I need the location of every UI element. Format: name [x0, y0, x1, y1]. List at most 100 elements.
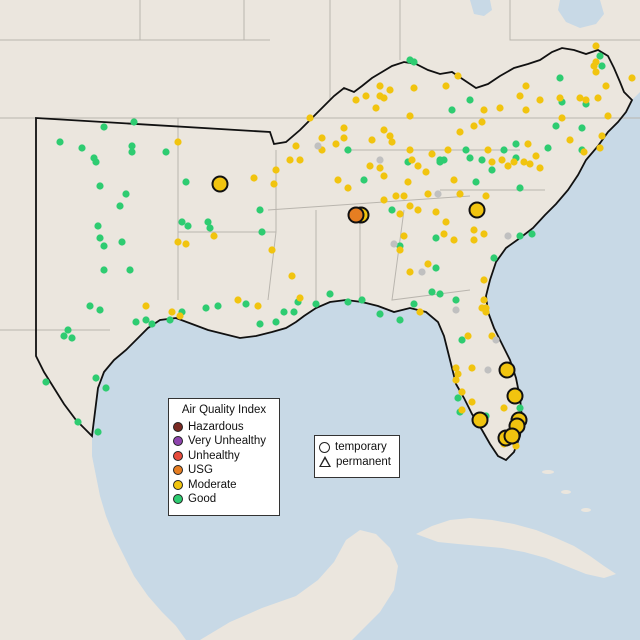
monitor-moderate[interactable] [396, 210, 404, 218]
monitor-moderate[interactable] [500, 404, 508, 412]
monitor-moderate[interactable] [594, 94, 602, 102]
monitor-good[interactable] [130, 118, 138, 126]
monitor-good[interactable] [436, 290, 444, 298]
monitor-good[interactable] [388, 206, 396, 214]
monitor-good[interactable] [148, 320, 156, 328]
monitor-moderate[interactable] [392, 192, 400, 200]
monitor-good[interactable] [462, 146, 470, 154]
monitor-moderate[interactable] [174, 138, 182, 146]
monitor-no-data[interactable] [314, 142, 322, 150]
monitor-good[interactable] [202, 304, 210, 312]
monitor-moderate[interactable] [168, 308, 176, 316]
monitor-moderate[interactable] [416, 308, 424, 316]
monitor-moderate[interactable] [424, 190, 432, 198]
monitor-good[interactable] [78, 144, 86, 152]
monitor-good[interactable] [452, 296, 460, 304]
monitor-moderate[interactable] [296, 294, 304, 302]
monitor-good[interactable] [552, 122, 560, 130]
monitor-good[interactable] [178, 218, 186, 226]
monitor-moderate[interactable] [254, 302, 262, 310]
monitor-good[interactable] [94, 428, 102, 436]
monitor-good[interactable] [258, 228, 266, 236]
monitor-good[interactable] [290, 308, 298, 316]
monitor-moderate[interactable] [386, 86, 394, 94]
monitor-moderate[interactable] [536, 96, 544, 104]
monitor-moderate[interactable] [452, 364, 460, 372]
monitor-no-data[interactable] [492, 336, 500, 344]
monitor-good[interactable] [64, 326, 72, 334]
monitor-good[interactable] [528, 230, 536, 238]
monitor-moderate[interactable] [452, 376, 460, 384]
monitor-good[interactable] [490, 254, 498, 262]
monitor-moderate[interactable] [414, 206, 422, 214]
monitor-good[interactable] [516, 404, 524, 412]
monitor-moderate[interactable] [406, 146, 414, 154]
monitor-moderate[interactable] [458, 406, 466, 414]
monitor-moderate[interactable] [602, 82, 610, 90]
monitor-moderate[interactable] [270, 180, 278, 188]
monitor-good[interactable] [376, 310, 384, 318]
monitor-good[interactable] [206, 224, 214, 232]
monitor-good[interactable] [94, 222, 102, 230]
monitor-good[interactable] [92, 158, 100, 166]
monitor-moderate[interactable] [306, 114, 314, 122]
monitor-good[interactable] [182, 178, 190, 186]
monitor-moderate[interactable] [362, 92, 370, 100]
monitor-moderate-temporary[interactable] [506, 387, 524, 405]
monitor-good[interactable] [344, 146, 352, 154]
monitor-good[interactable] [132, 318, 140, 326]
monitor-good[interactable] [478, 156, 486, 164]
monitor-good[interactable] [432, 264, 440, 272]
monitor-moderate[interactable] [424, 260, 432, 268]
monitor-good[interactable] [360, 176, 368, 184]
monitor-no-data[interactable] [390, 240, 398, 248]
monitor-good[interactable] [162, 148, 170, 156]
monitor-moderate[interactable] [376, 82, 384, 90]
monitor-good[interactable] [544, 144, 552, 152]
monitor-moderate[interactable] [440, 230, 448, 238]
monitor-moderate[interactable] [470, 236, 478, 244]
monitor-moderate-temporary[interactable] [211, 175, 229, 193]
monitor-moderate[interactable] [628, 74, 636, 82]
monitor-good[interactable] [96, 182, 104, 190]
monitor-good[interactable] [432, 234, 440, 242]
monitor-moderate[interactable] [522, 82, 530, 90]
monitor-moderate[interactable] [464, 332, 472, 340]
monitor-usg-temporary[interactable] [347, 206, 365, 224]
monitor-good[interactable] [96, 306, 104, 314]
monitor-moderate[interactable] [444, 146, 452, 154]
monitor-moderate[interactable] [334, 176, 342, 184]
monitor-good[interactable] [128, 148, 136, 156]
monitor-no-data[interactable] [484, 366, 492, 374]
monitor-moderate[interactable] [604, 112, 612, 120]
monitor-moderate[interactable] [250, 174, 258, 182]
monitor-moderate[interactable] [590, 62, 598, 70]
monitor-moderate[interactable] [288, 272, 296, 280]
monitor-good[interactable] [100, 266, 108, 274]
monitor-good[interactable] [118, 238, 126, 246]
monitor-moderate[interactable] [478, 118, 486, 126]
monitor-moderate[interactable] [368, 136, 376, 144]
monitor-good[interactable] [142, 316, 150, 324]
monitor-moderate[interactable] [340, 124, 348, 132]
monitor-moderate[interactable] [400, 192, 408, 200]
monitor-moderate[interactable] [450, 236, 458, 244]
monitor-moderate[interactable] [526, 160, 534, 168]
monitor-moderate-temporary[interactable] [471, 411, 489, 429]
monitor-moderate[interactable] [482, 308, 490, 316]
monitor-moderate[interactable] [404, 178, 412, 186]
monitor-good[interactable] [184, 222, 192, 230]
monitor-good[interactable] [458, 336, 466, 344]
monitor-moderate[interactable] [380, 126, 388, 134]
monitor-no-data[interactable] [504, 232, 512, 240]
monitor-moderate[interactable] [450, 176, 458, 184]
monitor-moderate[interactable] [522, 106, 530, 114]
monitor-moderate[interactable] [454, 72, 462, 80]
monitor-good[interactable] [96, 234, 104, 242]
monitor-good[interactable] [466, 96, 474, 104]
monitor-moderate[interactable] [176, 312, 184, 320]
monitor-moderate[interactable] [556, 94, 564, 102]
monitor-moderate[interactable] [520, 158, 528, 166]
monitor-moderate[interactable] [482, 192, 490, 200]
